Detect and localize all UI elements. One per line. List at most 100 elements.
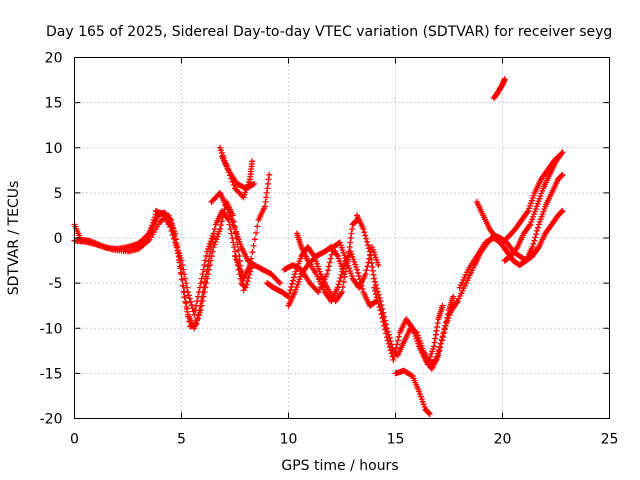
data-point xyxy=(178,257,185,264)
data-point xyxy=(177,265,184,272)
data-point xyxy=(530,240,537,247)
data-point xyxy=(324,271,331,278)
data-point xyxy=(529,244,536,251)
data-point xyxy=(194,298,201,305)
data-point xyxy=(186,295,193,302)
data-point xyxy=(383,330,390,337)
x-tick-label: 0 xyxy=(70,432,79,448)
data-point xyxy=(228,216,235,223)
data-point xyxy=(184,284,191,291)
data-point xyxy=(200,293,207,300)
data-point xyxy=(501,76,508,83)
series-track-f xyxy=(232,171,273,282)
data-point xyxy=(362,232,369,239)
data-point xyxy=(379,314,386,321)
data-point xyxy=(534,227,541,234)
y-tick-label: 5 xyxy=(54,186,63,202)
y-tick-label: -10 xyxy=(40,321,63,337)
data-point xyxy=(385,340,392,347)
axis-ticks xyxy=(74,57,610,419)
data-point xyxy=(199,271,206,278)
data-point xyxy=(391,352,398,359)
data-point xyxy=(383,334,390,341)
data-point xyxy=(376,303,383,310)
data-point xyxy=(408,323,415,330)
data-point xyxy=(356,276,363,283)
data-point xyxy=(236,265,243,272)
data-point xyxy=(363,235,370,242)
data-point xyxy=(534,224,541,231)
data-points xyxy=(71,76,566,417)
data-point xyxy=(251,236,258,243)
data-point xyxy=(202,284,209,291)
data-point xyxy=(375,300,382,307)
data-point xyxy=(193,302,200,309)
series-track-d xyxy=(217,144,256,201)
data-point xyxy=(199,298,206,305)
data-point xyxy=(384,337,391,344)
data-point xyxy=(381,322,388,329)
data-point xyxy=(338,290,345,297)
data-point xyxy=(288,283,295,290)
data-point xyxy=(357,279,364,286)
data-point xyxy=(290,277,297,284)
data-point xyxy=(355,273,362,280)
data-point xyxy=(371,284,378,291)
data-point xyxy=(206,266,213,273)
data-point xyxy=(275,278,282,285)
data-point xyxy=(364,242,371,249)
series-track-j xyxy=(285,244,348,309)
data-point xyxy=(372,291,379,298)
data-point xyxy=(336,278,343,285)
chart-title: Day 165 of 2025, Sidereal Day-to-day VTE… xyxy=(46,24,612,40)
data-point xyxy=(209,248,216,255)
data-point xyxy=(374,297,381,304)
data-point xyxy=(195,293,202,300)
data-point xyxy=(223,203,230,210)
data-point xyxy=(182,275,189,282)
data-point xyxy=(179,262,186,269)
data-point xyxy=(291,274,298,281)
data-point xyxy=(359,285,366,292)
data-point xyxy=(220,210,227,217)
series-track-p xyxy=(456,171,566,291)
data-point xyxy=(244,278,251,285)
data-point xyxy=(526,222,533,229)
data-point xyxy=(243,281,250,288)
data-point xyxy=(371,275,378,282)
series-track-m xyxy=(392,367,433,417)
data-point xyxy=(201,289,208,296)
data-point xyxy=(334,284,341,291)
data-point xyxy=(358,282,365,289)
data-point xyxy=(187,298,194,305)
data-point xyxy=(395,333,402,340)
series-track-a xyxy=(71,207,256,330)
data-point xyxy=(205,271,212,278)
data-point xyxy=(372,287,379,294)
data-point xyxy=(289,280,296,287)
series-track-n xyxy=(424,302,446,368)
data-point xyxy=(170,235,177,242)
data-point xyxy=(182,294,189,301)
data-point xyxy=(254,223,261,230)
data-point xyxy=(248,255,255,262)
data-point xyxy=(377,307,384,314)
data-point xyxy=(364,238,371,245)
data-point xyxy=(184,289,191,296)
data-point xyxy=(534,245,541,252)
data-point xyxy=(234,259,241,266)
data-point xyxy=(240,287,247,294)
data-point xyxy=(181,271,188,278)
data-point xyxy=(375,262,382,269)
data-point xyxy=(191,311,198,318)
data-point xyxy=(192,307,199,314)
data-point xyxy=(195,289,202,296)
x-tick-label: 25 xyxy=(601,432,619,448)
x-axis-title: GPS time / hours xyxy=(281,458,398,474)
data-point xyxy=(380,318,387,325)
data-point xyxy=(333,251,340,258)
y-tick-label: -5 xyxy=(49,276,63,292)
series-track-u xyxy=(219,153,258,192)
data-point xyxy=(335,281,342,288)
data-point xyxy=(327,255,334,262)
